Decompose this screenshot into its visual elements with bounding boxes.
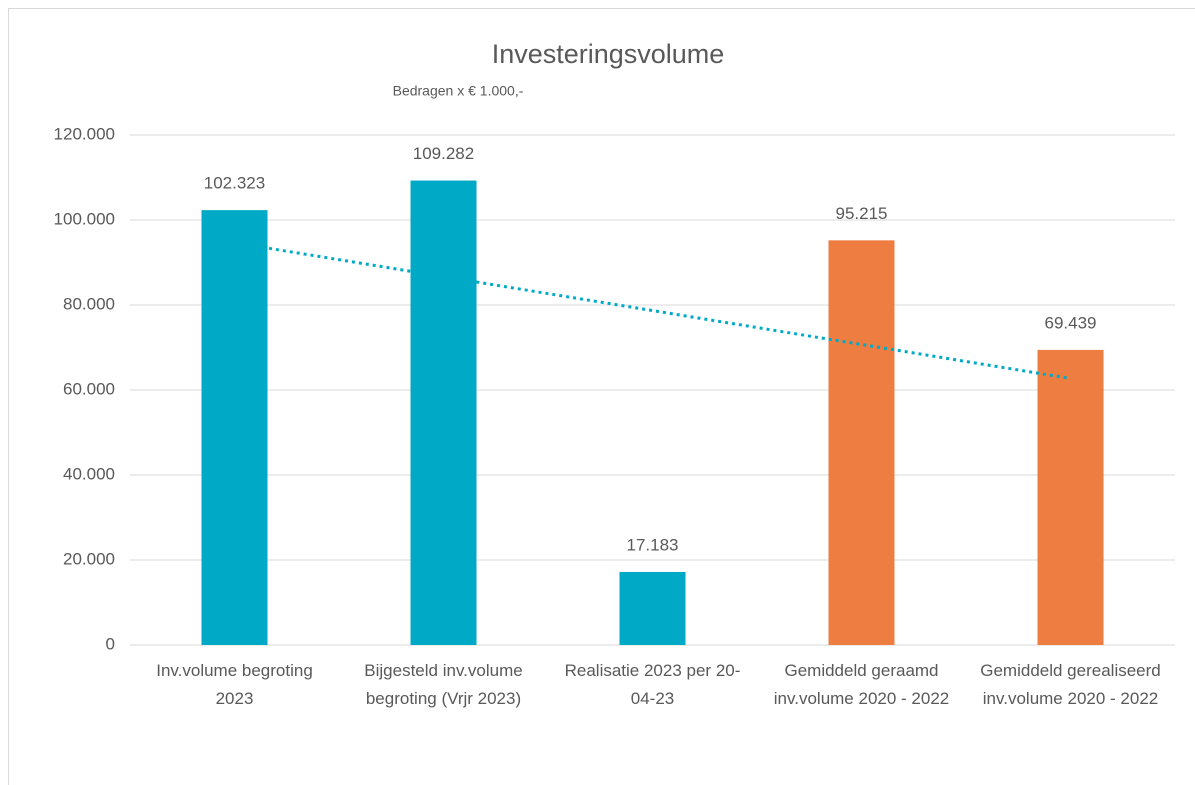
y-tick-label: 0 (106, 634, 115, 653)
y-tick-label: 120.000 (54, 124, 115, 143)
x-tick-label: Gemiddeld gerealiseerd inv.volume 2020 -… (980, 661, 1161, 708)
value-label: 95.215 (836, 204, 888, 223)
y-tick-label: 40.000 (63, 464, 115, 483)
x-tick-label: Realisatie 2023 per 20-04-23 (564, 661, 741, 708)
value-label: 102.323 (204, 174, 265, 193)
trendline (234, 241, 1071, 380)
y-tick-label: 20.000 (63, 549, 115, 568)
bar (828, 240, 895, 645)
bar (1037, 349, 1104, 645)
chart-subtitle: Bedragen x € 1.000,- (393, 83, 524, 99)
bar (201, 210, 268, 645)
value-label: 17.183 (627, 535, 679, 554)
y-tick-label: 60.000 (63, 379, 115, 398)
value-label: 69.439 (1045, 313, 1097, 332)
bar (410, 180, 477, 645)
x-tick-label: Inv.volume begroting 2023 (156, 661, 313, 708)
y-tick-label: 80.000 (63, 294, 115, 313)
value-label: 109.282 (413, 144, 474, 163)
chart-title: Investeringsvolume (492, 39, 725, 69)
bar (619, 571, 686, 645)
y-tick-label: 100.000 (54, 209, 115, 228)
chart-border (8, 8, 1195, 785)
x-tick-label: Gemiddeld geraamd inv.volume 2020 - 2022 (773, 661, 950, 708)
x-tick-label: Bijgesteld inv.volume begroting (Vrjr 20… (364, 661, 523, 708)
